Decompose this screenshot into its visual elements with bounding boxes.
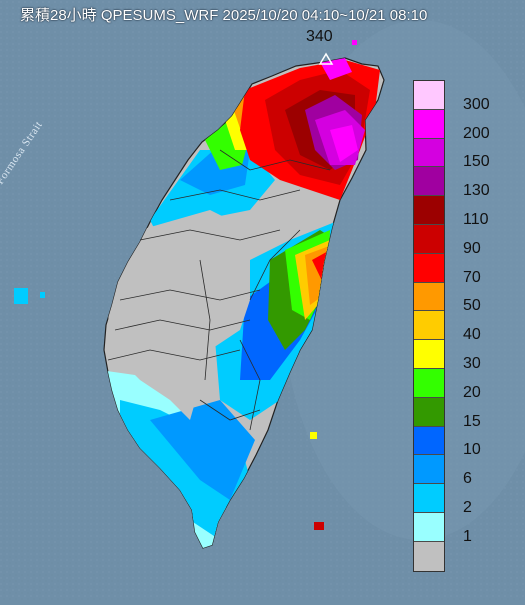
- legend-label: 6: [463, 470, 472, 488]
- legend-swatch: [414, 340, 444, 369]
- legend-label: 130: [463, 182, 490, 200]
- pengjia-islet: [352, 40, 357, 45]
- legend-swatch: [414, 397, 444, 427]
- legend-label: 15: [463, 412, 481, 430]
- legend-swatch: [414, 253, 444, 283]
- legend-label: 1: [463, 527, 472, 545]
- legend-swatch: [414, 368, 444, 398]
- legend-swatch: [414, 224, 444, 254]
- max-marker-icon: [318, 52, 334, 65]
- legend-swatch: [414, 512, 444, 542]
- boundary-lines: [107, 149, 331, 431]
- legend-label: 50: [463, 297, 481, 315]
- orchid-island: [314, 522, 324, 530]
- legend-swatch: [414, 455, 444, 485]
- penghu-islands: [14, 288, 28, 304]
- legend-color-bar: [413, 80, 445, 572]
- legend-swatch: [414, 138, 444, 168]
- legend-swatch: [414, 282, 444, 312]
- map-title: 累積28小時 QPESUMS_WRF 2025/10/20 04:10~10/2…: [20, 7, 428, 24]
- legend-label: 70: [463, 268, 481, 286]
- rainfall-fill: [104, 58, 380, 548]
- legend-swatch: [414, 426, 444, 456]
- legend-label: 300: [463, 95, 490, 113]
- legend-label: 110: [463, 211, 489, 229]
- legend-swatch: [414, 196, 444, 225]
- legend-swatch: [414, 541, 444, 571]
- legend-label: 40: [463, 326, 481, 344]
- color-legend: 300 200 150 130 110 90 70 50 40 30 20 15 10 6 2 1: [413, 80, 517, 572]
- legend-swatch: [414, 109, 444, 139]
- legend-swatch: [414, 311, 444, 341]
- legend-labels: 300 200 150 130 110 90 70 50 40 30 20 15 10 6 2 1: [453, 80, 517, 570]
- legend-label: 30: [463, 355, 481, 373]
- legend-label: 90: [463, 239, 481, 257]
- max-rainfall-label: 340: [306, 28, 333, 45]
- penghu-islet: [40, 292, 45, 298]
- legend-label: 150: [463, 153, 490, 171]
- legend-label: 20: [463, 383, 481, 401]
- green-island: [310, 432, 317, 439]
- legend-label: 200: [463, 124, 490, 142]
- legend-swatch: [414, 167, 444, 197]
- legend-label: 2: [463, 499, 472, 517]
- legend-swatch: [414, 484, 444, 513]
- legend-label: 10: [463, 441, 481, 459]
- legend-swatch: [414, 81, 444, 110]
